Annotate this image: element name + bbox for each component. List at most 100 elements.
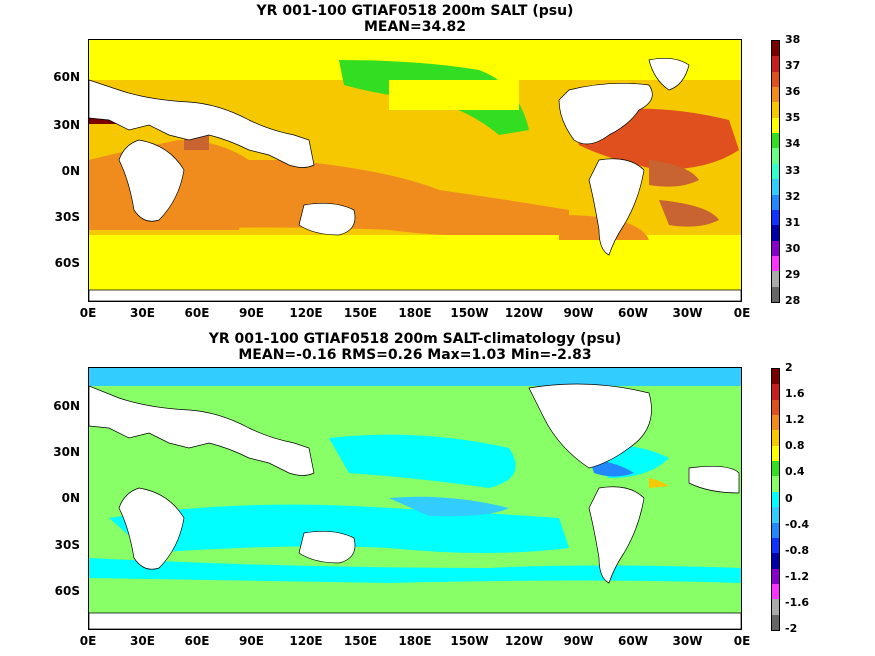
map2-colorbar-label: 2 — [785, 361, 793, 374]
map1-colorbar-swatch — [772, 163, 779, 180]
map1-colorbar-label: 31 — [785, 215, 801, 229]
map1-colorbar-label: 38 — [785, 33, 801, 46]
map1-lon-label: 120E — [289, 306, 323, 320]
map2-lon-label: 180E — [398, 634, 432, 648]
map1-colorbar-label: 30 — [785, 241, 801, 255]
map2-colorbar-swatch — [772, 507, 779, 524]
map2-colorbar-swatch — [772, 583, 779, 600]
map2-colorbar-label: 0.4 — [785, 465, 805, 479]
map1-colorbar — [771, 40, 780, 303]
map2-colorbar-swatch — [772, 491, 779, 508]
map2-colorbar — [771, 368, 780, 631]
map2-lon-label: 150E — [343, 634, 378, 648]
map1-lon-label: 120W — [504, 306, 544, 320]
map2-colorbar-label: 0.8 — [785, 439, 805, 453]
map1-colorbar-swatch — [772, 194, 779, 211]
map1-colorbar-swatch — [772, 209, 779, 226]
map1-colorbar-label: 35 — [785, 111, 801, 125]
map1-colorbar-label: 33 — [785, 163, 801, 177]
map1-colorbar-swatch — [772, 41, 779, 57]
map2-colorbar-swatch — [772, 599, 779, 616]
map2-colorbar-swatch — [772, 430, 779, 447]
map2-lat-label: 30S — [54, 538, 80, 552]
map1-lon-label: 60E — [184, 306, 210, 320]
map1-lon-label: 150E — [343, 306, 378, 320]
map2-title: YR 001-100 GTIAF0518 200m SALT-climatolo… — [208, 331, 622, 347]
map2-colorbar-label: -1.6 — [785, 595, 810, 609]
map1-lon-label: 60W — [618, 306, 648, 320]
map2-colorbar-swatch — [772, 537, 779, 554]
map1-colorbar-label: 29 — [785, 267, 801, 281]
map1-colorbar-swatch — [772, 240, 779, 257]
map1-salinity-field — [88, 39, 742, 302]
map2-colorbar-swatch — [772, 461, 779, 477]
map2-lon-label: 150W — [450, 634, 489, 648]
map1-colorbar-swatch — [772, 148, 779, 165]
map1-lon-label: 90E — [239, 306, 264, 320]
map1-colorbar-swatch — [772, 179, 779, 196]
map1-colorbar-label: 37 — [785, 59, 801, 73]
map2-colorbar-label: -1.2 — [785, 569, 810, 583]
map1-lon-label: 0E — [79, 306, 97, 320]
map1-colorbar-swatch — [772, 271, 779, 288]
map2-lon-label: 0E — [79, 634, 97, 648]
map2-lon-label: 30W — [672, 634, 703, 648]
map2-colorbar-swatch — [772, 399, 779, 416]
map2-lon-label: 120E — [289, 634, 323, 648]
map2-lon-label: 90W — [563, 634, 594, 648]
map1-colorbar-swatch — [772, 87, 779, 103]
map1-colorbar-swatch — [772, 56, 779, 73]
map2-colorbar-swatch — [772, 568, 779, 585]
map1-colorbar-swatch — [772, 225, 779, 242]
map2-lon-label: 90E — [239, 634, 264, 648]
map1-colorbar-label: 34 — [785, 137, 801, 151]
map2-colorbar-swatch — [772, 614, 779, 631]
map2-colorbar-swatch — [772, 476, 779, 493]
map1-lon-label: 0E — [733, 306, 751, 320]
map2-colorbar-swatch — [772, 445, 779, 462]
map1-lon-label: 90W — [563, 306, 594, 320]
map2-lat-label: 60N — [53, 399, 80, 413]
map2-lon-label: 60W — [618, 634, 648, 648]
map2-colorbar-label: 1.6 — [785, 387, 805, 401]
map2-lon-label: 120W — [504, 634, 544, 648]
map1-lon-label: 150W — [450, 306, 489, 320]
map2-lon-label: 60E — [184, 634, 210, 648]
map1-lon-label: 30E — [130, 306, 155, 320]
map2-anomaly-field — [88, 367, 742, 630]
map1-title: YR 001-100 GTIAF0518 200m SALT (psu) — [256, 3, 574, 19]
map1-colorbar-label: 36 — [785, 85, 801, 99]
map2-lat-label: 60S — [54, 584, 80, 598]
map2-colorbar-label: -0.8 — [785, 543, 810, 557]
map1-lon-label: 180E — [398, 306, 432, 320]
map1-colorbar-label: 32 — [785, 189, 801, 203]
map2-lon-label: 30E — [130, 634, 155, 648]
map1-colorbar-swatch — [772, 286, 779, 303]
map1-colorbar-swatch — [772, 71, 779, 88]
map2-lat-label: 0N — [61, 491, 80, 505]
map2-colorbar-label: -2 — [785, 622, 798, 635]
map1-mean: MEAN=34.82 — [363, 19, 467, 35]
map1-lat-label: 60S — [54, 256, 80, 270]
map2-colorbar-swatch — [772, 369, 779, 385]
map2-colorbar-label: 0 — [785, 491, 793, 505]
map2-colorbar-swatch — [772, 415, 779, 431]
map2-stats: MEAN=-0.16 RMS=0.26 Max=1.03 Min=-2.83 — [238, 347, 592, 363]
map1-colorbar-swatch — [772, 117, 779, 134]
map2-colorbar-label: -0.4 — [785, 517, 810, 531]
map1-lat-label: 0N — [61, 164, 80, 178]
map2-colorbar-swatch — [772, 553, 779, 570]
map1-lat-label: 30N — [53, 118, 80, 132]
map2-lon-label: 0E — [733, 634, 751, 648]
map2-colorbar-swatch — [772, 522, 779, 539]
map1-colorbar-swatch — [772, 102, 779, 119]
map2-colorbar-swatch — [772, 384, 779, 401]
map1-colorbar-swatch — [772, 255, 779, 272]
map1-colorbar-swatch — [772, 133, 779, 149]
map1-colorbar-label: 28 — [785, 294, 801, 307]
map1-lon-label: 30W — [672, 306, 703, 320]
map1-lat-label: 60N — [53, 70, 80, 84]
map1-lat-label: 30S — [54, 210, 80, 224]
map2-colorbar-label: 1.2 — [785, 413, 805, 427]
map2-lat-label: 30N — [53, 445, 80, 459]
